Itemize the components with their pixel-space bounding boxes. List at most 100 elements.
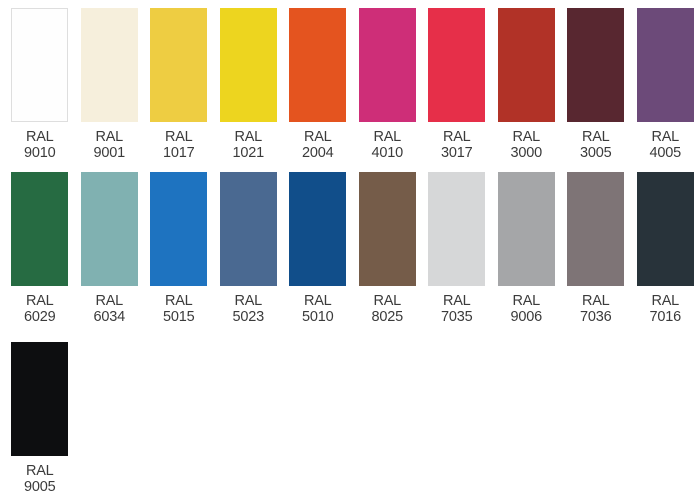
ral-swatch-cell-4005[interactable]: RAL 4005: [631, 8, 700, 161]
color-swatch[interactable]: [567, 172, 625, 286]
swatch-ral-code: 5010: [302, 309, 334, 325]
swatch-ral-code: 7036: [580, 309, 612, 325]
swatch-ral-prefix: RAL: [25, 293, 54, 309]
swatch-ral-code: 9010: [24, 145, 56, 161]
ral-swatch-cell-8025[interactable]: RAL 8025: [353, 172, 423, 325]
palette-row-1: RAL 9010 RAL 9001 RAL 1017 RAL 1021: [5, 8, 700, 161]
ral-swatch-cell-3017[interactable]: RAL 3017: [422, 8, 492, 161]
swatch-ral-code: 1021: [232, 145, 265, 161]
color-swatch[interactable]: [219, 172, 277, 286]
swatch-ral-code: 6034: [93, 309, 126, 325]
swatch-ral-prefix: RAL: [512, 129, 541, 145]
color-swatch[interactable]: [289, 172, 347, 286]
color-swatch[interactable]: [497, 8, 555, 122]
swatch-label: RAL 3017: [441, 129, 473, 161]
swatch-label: RAL 7035: [441, 293, 473, 325]
swatch-ral-prefix: RAL: [234, 129, 263, 145]
swatch-ral-prefix: RAL: [303, 293, 332, 309]
color-swatch[interactable]: [289, 8, 347, 122]
ral-swatch-cell-9005[interactable]: RAL 9005: [5, 342, 75, 495]
swatch-label: RAL 9006: [510, 293, 543, 325]
color-swatch[interactable]: [150, 172, 208, 286]
color-swatch[interactable]: [428, 172, 486, 286]
ral-swatch-cell-5015[interactable]: RAL 5015: [144, 172, 214, 325]
ral-swatch-cell-6034[interactable]: RAL 6034: [75, 172, 145, 325]
swatch-ral-code: 9005: [24, 479, 56, 495]
color-swatch[interactable]: [80, 8, 138, 122]
swatch-label: RAL 1017: [163, 129, 195, 161]
swatch-label: RAL 5010: [302, 293, 334, 325]
color-swatch[interactable]: [567, 8, 625, 122]
ral-swatch-cell-5010[interactable]: RAL 5010: [283, 172, 353, 325]
ral-swatch-cell-6029[interactable]: RAL 6029: [5, 172, 75, 325]
swatch-label: RAL 1021: [232, 129, 265, 161]
ral-swatch-cell-5023[interactable]: RAL 5023: [214, 172, 284, 325]
color-swatch[interactable]: [11, 8, 69, 122]
swatch-ral-code: 6029: [24, 309, 56, 325]
swatch-ral-code: 9006: [510, 309, 543, 325]
ral-swatch-cell-2004[interactable]: RAL 2004: [283, 8, 353, 161]
swatch-label: RAL 5015: [163, 293, 195, 325]
swatch-label: RAL 9010: [24, 129, 56, 161]
swatch-ral-code: 3017: [441, 145, 473, 161]
swatch-label: RAL 4005: [649, 129, 682, 161]
swatch-label: RAL 9001: [93, 129, 126, 161]
swatch-ral-code: 4005: [649, 145, 682, 161]
color-swatch[interactable]: [358, 8, 416, 122]
swatch-label: RAL 2004: [302, 129, 334, 161]
color-swatch[interactable]: [428, 8, 486, 122]
color-swatch[interactable]: [150, 8, 208, 122]
swatch-label: RAL 3005: [580, 129, 612, 161]
swatch-ral-prefix: RAL: [581, 129, 610, 145]
ral-swatch-cell-9006[interactable]: RAL 9006: [492, 172, 562, 325]
ral-swatch-cell-3005[interactable]: RAL 3005: [561, 8, 631, 161]
swatch-ral-prefix: RAL: [25, 129, 54, 145]
swatch-ral-code: 5023: [232, 309, 265, 325]
swatch-ral-prefix: RAL: [164, 129, 193, 145]
swatch-ral-prefix: RAL: [442, 293, 471, 309]
ral-swatch-cell-9001[interactable]: RAL 9001: [75, 8, 145, 161]
swatch-ral-code: 5015: [163, 309, 195, 325]
color-swatch[interactable]: [219, 8, 277, 122]
color-swatch[interactable]: [11, 172, 69, 286]
swatch-ral-code: 8025: [371, 309, 404, 325]
ral-swatch-cell-7035[interactable]: RAL 7035: [422, 172, 492, 325]
swatch-ral-prefix: RAL: [25, 463, 54, 479]
swatch-ral-prefix: RAL: [164, 293, 193, 309]
swatch-ral-code: 4010: [371, 145, 404, 161]
swatch-ral-prefix: RAL: [373, 129, 402, 145]
color-swatch[interactable]: [358, 172, 416, 286]
swatch-ral-code: 3000: [510, 145, 543, 161]
swatch-ral-prefix: RAL: [512, 293, 541, 309]
ral-swatch-cell-7036[interactable]: RAL 7036: [561, 172, 631, 325]
palette-row-3: RAL 9005: [5, 342, 700, 495]
swatch-ral-prefix: RAL: [234, 293, 263, 309]
swatch-ral-code: 1017: [163, 145, 195, 161]
swatch-ral-code: 2004: [302, 145, 334, 161]
ral-swatch-cell-3000[interactable]: RAL 3000: [492, 8, 562, 161]
swatch-ral-code: 9001: [93, 145, 126, 161]
swatch-ral-prefix: RAL: [651, 129, 680, 145]
swatch-ral-prefix: RAL: [95, 129, 124, 145]
color-swatch[interactable]: [636, 8, 694, 122]
color-swatch[interactable]: [636, 172, 694, 286]
ral-swatch-cell-7016[interactable]: RAL 7016: [631, 172, 700, 325]
swatch-label: RAL 9005: [24, 463, 56, 495]
swatch-label: RAL 7016: [649, 293, 682, 325]
swatch-ral-prefix: RAL: [442, 129, 471, 145]
ral-swatch-cell-1017[interactable]: RAL 1017: [144, 8, 214, 161]
swatch-ral-code: 7035: [441, 309, 473, 325]
swatch-ral-prefix: RAL: [651, 293, 680, 309]
color-swatch[interactable]: [11, 342, 69, 456]
swatch-ral-prefix: RAL: [303, 129, 332, 145]
swatch-label: RAL 3000: [510, 129, 543, 161]
color-swatch[interactable]: [497, 172, 555, 286]
ral-swatch-cell-4010[interactable]: RAL 4010: [353, 8, 423, 161]
swatch-ral-code: 7016: [649, 309, 682, 325]
swatch-label: RAL 7036: [580, 293, 612, 325]
color-swatch[interactable]: [80, 172, 138, 286]
ral-swatch-cell-1021[interactable]: RAL 1021: [214, 8, 284, 161]
ral-swatch-cell-9010[interactable]: RAL 9010: [5, 8, 75, 161]
palette-row-2: RAL 6029 RAL 6034 RAL 5015 RAL 5023: [5, 172, 700, 325]
